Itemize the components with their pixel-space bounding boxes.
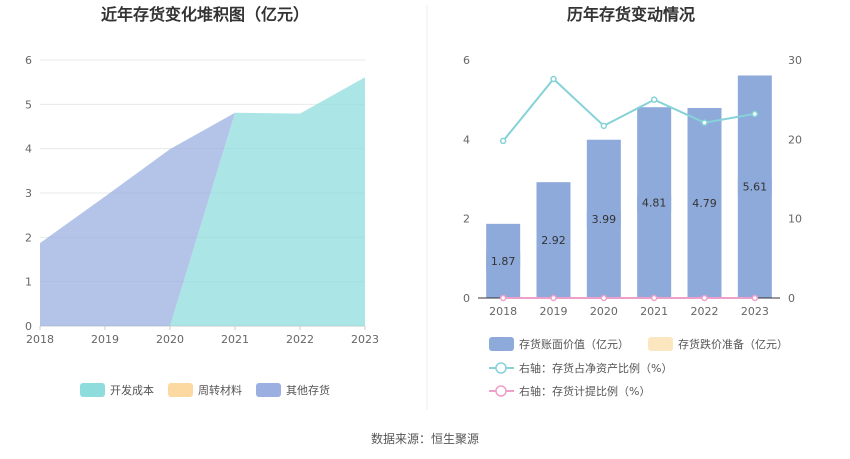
y2-tick-label: 30	[788, 54, 802, 67]
right-chart-title: 历年存货变动情况	[567, 5, 695, 24]
y-tick-label: 2	[25, 231, 32, 244]
provision-point	[650, 294, 658, 302]
legend-label: 开发成本	[110, 383, 154, 397]
legend-swatch	[256, 383, 281, 397]
ratio-point	[499, 137, 507, 145]
ratio-point	[650, 96, 658, 103]
legend-swatch	[168, 383, 193, 397]
bar-label: 4.81	[642, 197, 667, 210]
provision-point	[600, 294, 608, 302]
ratio-point	[600, 122, 608, 130]
bar-label: 4.79	[692, 197, 717, 210]
bar-label-bg	[486, 252, 521, 269]
y-tick-label: 0	[25, 320, 32, 333]
bar-label-bg	[687, 194, 722, 211]
x-tick-label: 2022	[691, 305, 719, 318]
y-tick-label: 6	[25, 54, 32, 67]
y-tick-label: 3	[25, 187, 32, 200]
x-tick-label: 2023	[351, 333, 379, 346]
x-tick-label: 2022	[286, 333, 314, 346]
legend-marker	[495, 362, 507, 374]
x-tick-label: 2019	[540, 305, 568, 318]
bar-label: 3.99	[592, 213, 617, 226]
provision-point	[701, 294, 708, 302]
bar-label-bg	[536, 232, 571, 249]
left-chart-title: 近年存货变化堆积图（亿元）	[101, 5, 309, 24]
y2-tick-label: 10	[788, 213, 802, 226]
bar-label: 1.87	[491, 255, 516, 268]
right-bar-chart: 0 2 4 6 0 10 20 30 2018 2019 2020 2021 2022 2023 1.87 2…	[463, 54, 802, 398]
legend-label: 右轴：存货占净资产比例（%）	[519, 361, 672, 375]
x-tick-label: 2020	[156, 333, 184, 346]
y-tick-label: 2	[463, 213, 470, 226]
y-tick-label: 1	[25, 276, 32, 289]
y-tick-label: 4	[463, 133, 470, 146]
x-tick-label: 2023	[741, 305, 769, 318]
x-tick-label: 2020	[590, 305, 618, 318]
ratio-point	[550, 75, 557, 83]
area-series	[40, 77, 365, 326]
data-source: 数据来源：恒生聚源	[371, 431, 479, 446]
y2-tick-label: 20	[788, 133, 802, 146]
y-tick-label: 0	[463, 292, 470, 305]
legend-swatch	[648, 337, 673, 351]
legend-label: 其他存货	[286, 383, 330, 397]
legend-marker	[495, 385, 507, 397]
bar-label-bg	[637, 194, 672, 211]
provision-point	[751, 294, 759, 302]
y-tick-label: 4	[25, 143, 32, 156]
area-series	[40, 77, 365, 326]
bar-label-bg	[737, 178, 772, 195]
provision-point	[550, 294, 557, 302]
x-tick-label: 2021	[221, 333, 249, 346]
legend-label: 存货账面价值（亿元）	[519, 337, 629, 351]
x-tick-label: 2019	[91, 333, 119, 346]
ratio-point	[701, 119, 708, 126]
y2-tick-label: 0	[788, 292, 795, 305]
y-tick-label: 5	[25, 98, 32, 111]
provision-point	[499, 294, 507, 302]
x-tick-label: 2021	[640, 305, 668, 318]
legend-label: 右轴：存货计提比例（%）	[519, 384, 650, 398]
legend-swatch	[80, 383, 105, 397]
x-tick-label: 2018	[489, 305, 517, 318]
bar-label: 2.92	[541, 234, 566, 247]
ratio-line	[502, 77, 755, 142]
x-tick-label: 2018	[26, 333, 54, 346]
ratio-point	[751, 110, 759, 118]
legend-label: 存货跌价准备（亿元）	[678, 337, 788, 351]
y-tick-label: 6	[463, 54, 470, 67]
bar-label: 5.61	[743, 181, 768, 194]
legend-label: 周转材料	[198, 383, 242, 397]
left-area-chart: 0 1 2 3 4 5 6 2018 2019 2020 2021 2022 2023 开发成本 周转材料 其…	[25, 54, 379, 397]
bar-label-bg	[586, 210, 621, 227]
legend-swatch	[489, 337, 514, 351]
